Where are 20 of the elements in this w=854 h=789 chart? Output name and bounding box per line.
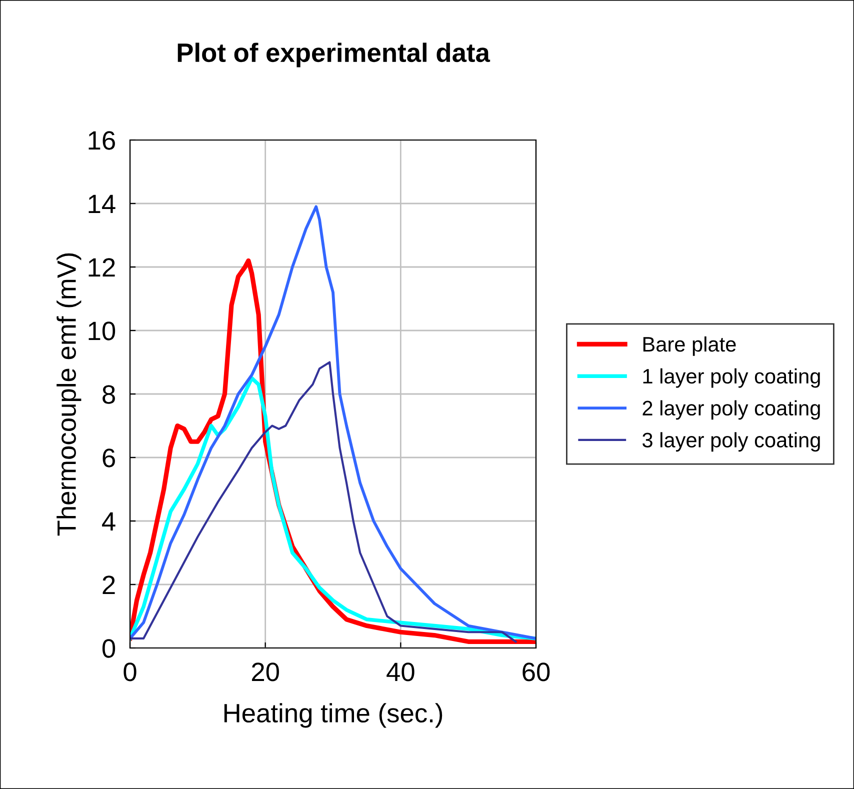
y-tick-label: 14: [88, 194, 116, 214]
y-tick-label: 6: [102, 448, 115, 468]
chart-title: Plot of experimental data: [178, 42, 490, 68]
x-tick-label: 20: [252, 662, 279, 682]
x-axis-title: Heating time (sec.): [224, 703, 442, 728]
legend-label: 3 layer poly coating: [642, 432, 820, 452]
legend-label: Bare plate: [643, 336, 736, 356]
x-tick-label: 60: [522, 662, 550, 682]
legend-label: 1 layer poly coating: [643, 368, 820, 388]
y-tick-label: 16: [88, 131, 115, 150]
x-tick-label: 40: [386, 662, 414, 682]
y-tick-label: 12: [88, 258, 115, 277]
legend-label: 2 layer poly coating: [642, 400, 820, 420]
x-tick-label: 0: [124, 662, 136, 682]
y-tick-label: 0: [102, 639, 116, 658]
y-tick-label: 4: [102, 512, 116, 531]
y-axis-title: Thermocouple emf (mV): [56, 253, 82, 536]
y-tick-label: 8: [102, 385, 115, 404]
y-tick-label: 2: [102, 576, 115, 594]
y-tick-label: 10: [88, 322, 116, 340]
